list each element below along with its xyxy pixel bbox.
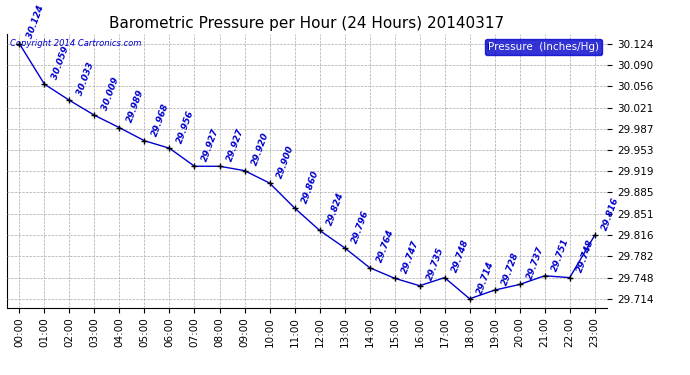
- Legend: Pressure  (Inches/Hg): Pressure (Inches/Hg): [485, 39, 602, 55]
- Text: 29.816: 29.816: [600, 196, 620, 232]
- Text: 29.968: 29.968: [150, 102, 170, 137]
- Text: 29.927: 29.927: [200, 127, 220, 163]
- Text: 29.735: 29.735: [425, 246, 446, 282]
- Text: 29.737: 29.737: [525, 245, 546, 281]
- Title: Barometric Pressure per Hour (24 Hours) 20140317: Barometric Pressure per Hour (24 Hours) …: [110, 16, 504, 31]
- Text: 29.989: 29.989: [125, 88, 146, 124]
- Text: 29.796: 29.796: [350, 209, 371, 244]
- Text: 29.748: 29.748: [575, 238, 595, 274]
- Text: 29.714: 29.714: [475, 260, 495, 295]
- Text: 30.009: 30.009: [100, 76, 120, 112]
- Text: 30.124: 30.124: [25, 4, 46, 40]
- Text: 29.927: 29.927: [225, 127, 246, 163]
- Text: 29.900: 29.900: [275, 144, 295, 180]
- Text: 29.748: 29.748: [450, 238, 471, 274]
- Text: 29.920: 29.920: [250, 132, 270, 167]
- Text: 29.764: 29.764: [375, 228, 395, 264]
- Text: 29.728: 29.728: [500, 251, 520, 286]
- Text: 30.033: 30.033: [75, 61, 95, 97]
- Text: Copyright 2014 Cartronics.com: Copyright 2014 Cartronics.com: [10, 39, 141, 48]
- Text: 30.059: 30.059: [50, 45, 70, 81]
- Text: 29.747: 29.747: [400, 239, 420, 275]
- Text: 29.824: 29.824: [325, 191, 346, 227]
- Text: 29.860: 29.860: [300, 169, 320, 204]
- Text: 29.956: 29.956: [175, 109, 195, 145]
- Text: 29.751: 29.751: [550, 237, 571, 272]
